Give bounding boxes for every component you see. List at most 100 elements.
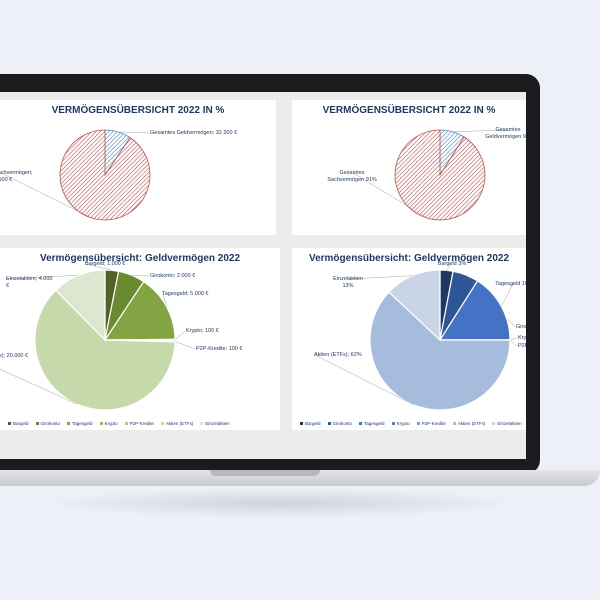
- legend-item: Aktien (ETFs): [452, 421, 486, 426]
- legend-item: Krypto: [99, 421, 118, 426]
- data-label: Aktien (ETFs); 62%: [314, 352, 362, 358]
- data-label: Bargeld; 1.000 €: [85, 261, 126, 267]
- data-label: Einzelaktien; 4.000 €: [6, 276, 53, 289]
- laptop-base: [0, 470, 600, 486]
- data-label: Einzelaktien 13%: [333, 276, 363, 289]
- pie-slice: [388, 269, 441, 342]
- data-label: Krypto; 100 €: [186, 328, 219, 334]
- legend-text: Girokonto: [332, 421, 353, 426]
- legend-text: Einzelaktien: [205, 421, 230, 426]
- data-label: Gesamtes Sachvermögen 91%: [327, 170, 377, 183]
- data-label: Bargeld 3%: [437, 261, 467, 267]
- pie-slice: [369, 291, 511, 411]
- leader-line: [118, 131, 150, 134]
- legend-text: Bargeld: [305, 421, 321, 426]
- data-label: Girokonto 6%: [516, 324, 526, 330]
- chart-title: Vermögensübersicht: Geldvermögen 2022: [39, 253, 241, 264]
- data-label: P2P-Kredite 0%: [518, 343, 526, 349]
- chart: [352, 129, 508, 221]
- data-label: Krypto 0%: [518, 335, 526, 341]
- leader-line: [0, 368, 78, 405]
- leader-line: [446, 263, 452, 271]
- leader-line: [174, 341, 196, 350]
- legend-marker: [200, 422, 204, 426]
- legend-item: Einzelaktien: [492, 421, 522, 426]
- legend-text: Tagesgeld: [72, 421, 93, 426]
- legend-text: Krypto: [396, 421, 410, 426]
- legend-item: Girokonto: [327, 421, 353, 426]
- legend-marker: [99, 422, 103, 426]
- chart-title: Vermögensübersicht: Geldvermögen 2022: [308, 253, 510, 264]
- legend-marker: [452, 422, 456, 426]
- leader-line: [452, 129, 508, 132]
- legend-marker: [67, 422, 71, 426]
- chart-panel: VERMÖGENSÜBERSICHT 2022 IN % Gesamtes Gel…: [292, 100, 526, 235]
- legend: Bargeld Girokonto Tagesgeld Krypto P2P-Kredi…: [300, 421, 522, 426]
- legend-item: Bargeld: [300, 421, 321, 426]
- legend-marker: [124, 422, 128, 426]
- data-label: Gesamtes Geldvermögen; 32.200 €: [150, 130, 238, 136]
- laptop-shadow: [40, 488, 520, 518]
- legend-item: Tagesgeld: [67, 421, 93, 426]
- legend-item: Bargeld: [8, 421, 29, 426]
- laptop-notch: [210, 470, 320, 476]
- leader-line: [352, 172, 428, 219]
- chart-title: VERMÖGENSÜBERSICHT 2022 IN %: [51, 105, 225, 116]
- data-label: Aktien (ETFs); 20.000 €: [0, 353, 29, 359]
- legend-marker: [416, 422, 420, 426]
- chart: [314, 263, 518, 411]
- legend-text: Tagesgeld: [364, 421, 385, 426]
- legend-text: P2P-Kredite: [129, 421, 154, 426]
- legend-item: Einzelaktien: [200, 421, 230, 426]
- legend-text: Aktien (ETFs): [165, 421, 194, 426]
- legend-marker: [300, 422, 303, 426]
- data-label: Girokonto; 2.000 €: [150, 273, 196, 279]
- leader-line: [509, 337, 518, 341]
- leader-line: [0, 172, 92, 219]
- pie-slice: [103, 280, 176, 341]
- legend-marker: [8, 422, 11, 426]
- screen: VERMÖGENSÜBERSICHT 2022 IN % Gesamtes Gel…: [0, 92, 526, 459]
- pie-slice: [59, 129, 151, 221]
- legend-marker: [492, 422, 496, 426]
- legend-text: Einzelaktien: [497, 421, 522, 426]
- leader-line: [501, 283, 514, 307]
- legend-marker: [327, 422, 331, 426]
- legend-item: P2P-Kredite: [416, 421, 446, 426]
- legend-text: Krypto: [104, 421, 118, 426]
- leader-line: [174, 330, 186, 341]
- legend-item: P2P-Kredite: [124, 421, 154, 426]
- leader-line: [348, 275, 413, 280]
- legend-text: P2P-Kredite: [421, 421, 446, 426]
- legend-item: Aktien (ETFs): [160, 421, 194, 426]
- chart-panel: Vermögensübersicht: Geldvermögen 2022 Bar…: [0, 248, 280, 430]
- data-label: P2P-Kredite; 100 €: [196, 346, 243, 352]
- data-label: Gesamtes Geldvermögen 9%: [485, 127, 526, 140]
- legend-marker: [359, 422, 363, 426]
- leader-line: [509, 339, 518, 347]
- legend-text: Bargeld: [13, 421, 29, 426]
- pie-slice: [54, 269, 106, 342]
- leader-line: [6, 275, 79, 280]
- data-label: Gesamtes Sachvermögen; 310.500 €: [0, 170, 33, 183]
- legend-item: Girokonto: [35, 421, 61, 426]
- legend-text: Aktien (ETFs): [457, 421, 486, 426]
- leader-line: [131, 275, 150, 277]
- legend-marker: [35, 422, 39, 426]
- legend-marker: [160, 422, 164, 426]
- chart: [0, 263, 196, 411]
- data-label: Tagesgeld; 5.000 €: [162, 291, 209, 297]
- chart-panel: VERMÖGENSÜBERSICHT 2022 IN % Gesamtes Gel…: [0, 100, 276, 235]
- chart-panel: Vermögensübersicht: Geldvermögen 2022 Bar…: [292, 248, 526, 430]
- legend-item: Tagesgeld: [359, 421, 385, 426]
- legend-marker: [391, 422, 395, 426]
- legend-text: Girokonto: [40, 421, 61, 426]
- leader-line: [85, 263, 112, 271]
- leader-line: [162, 293, 167, 307]
- legend-item: Krypto: [391, 421, 410, 426]
- pie-slice: [34, 289, 176, 411]
- chart-title: VERMÖGENSÜBERSICHT 2022 IN %: [322, 105, 496, 116]
- data-label: Tagesgeld 16%: [495, 281, 526, 287]
- pie-slice: [438, 280, 511, 341]
